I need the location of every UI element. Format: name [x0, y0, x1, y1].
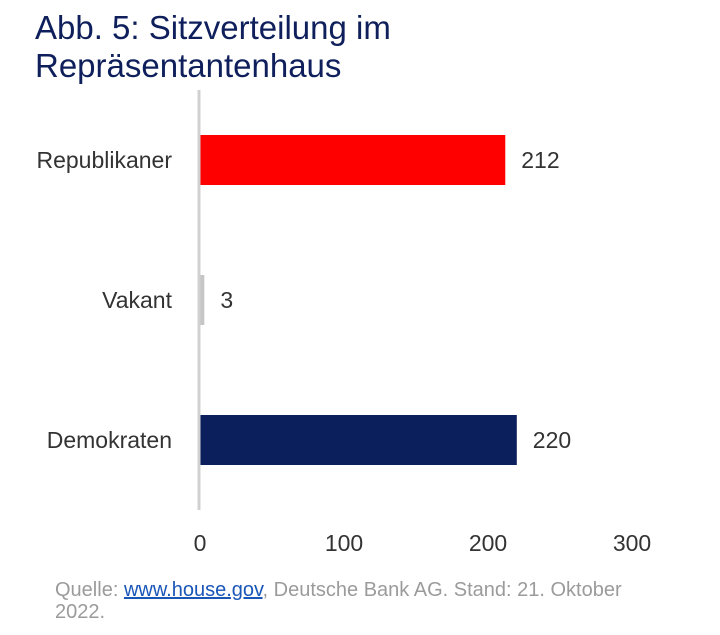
category-label-demokraten: Demokraten: [47, 427, 172, 453]
data-label-vakant: 3: [220, 287, 233, 313]
x-tick-label-300: 300: [613, 530, 651, 556]
bar-republikaner: [200, 135, 506, 185]
source-suffix: , Deutsche Bank AG. Stand: 21. Oktober 2…: [55, 579, 622, 623]
x-tick-label-100: 100: [325, 530, 363, 556]
data-label-republikaner: 212: [521, 147, 559, 173]
category-label-vakant: Vakant: [102, 287, 173, 313]
x-tick-label-200: 200: [469, 530, 507, 556]
source-link[interactable]: www.house.gov: [123, 579, 263, 601]
data-label-demokraten: 220: [533, 427, 571, 453]
source-note: Quelle: www.house.gov, Deutsche Bank AG.…: [55, 579, 655, 623]
category-label-republikaner: Republikaner: [36, 147, 172, 173]
x-tick-label-0: 0: [194, 530, 207, 556]
chart-title: Abb. 5: Sitzverteilung im Repräsentanten…: [35, 9, 391, 84]
source-prefix: Quelle:: [55, 579, 124, 601]
bar-demokraten: [200, 415, 517, 465]
bar-vakant: [200, 275, 205, 325]
